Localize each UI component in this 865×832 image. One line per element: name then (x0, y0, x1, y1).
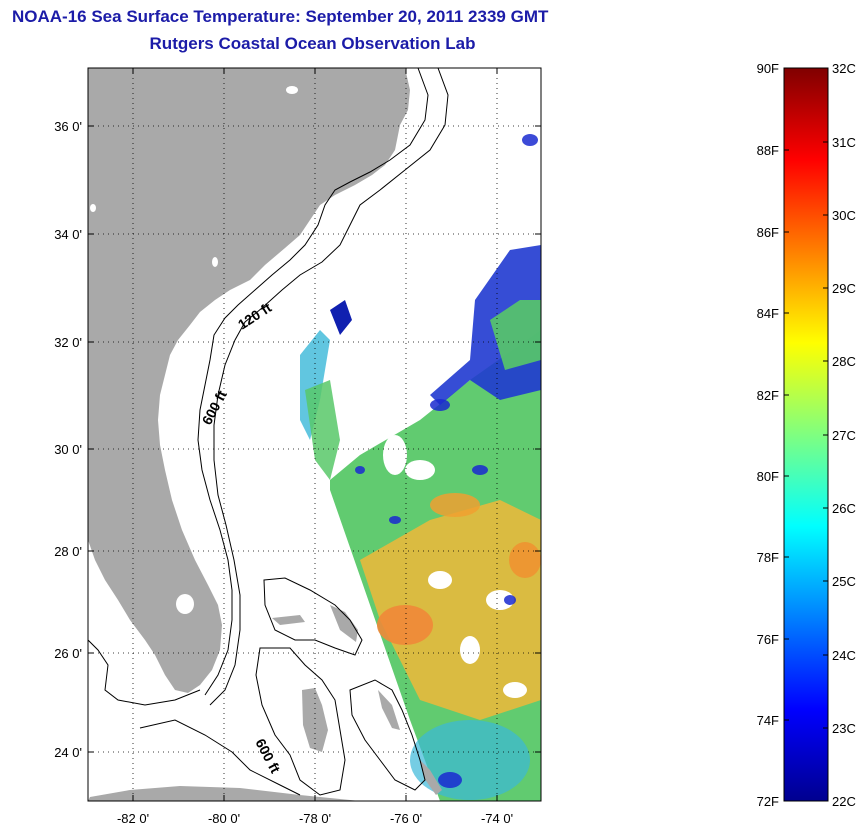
map-title: NOAA-16 Sea Surface Temperature: Septemb… (12, 7, 549, 26)
colorbar-f-label: 86F (757, 225, 779, 240)
colorbar-c-label: 23C (832, 721, 856, 736)
colorbar-c-label: 26C (832, 501, 856, 516)
colorbar-c-label: 28C (832, 354, 856, 369)
lat-label: 26 0' (54, 646, 82, 661)
colorbar-c-label: 31C (832, 135, 856, 150)
colorbar-f-label: 88F (757, 143, 779, 158)
lon-label: -78 0' (299, 811, 331, 826)
lat-label: 24 0' (54, 745, 82, 760)
colorbar-f-label: 78F (757, 550, 779, 565)
colorbar: 90F 88F 86F 84F 82F 80F 78F 76F 74F 72F … (757, 61, 856, 809)
bahamas-grand (272, 615, 305, 625)
colorbar-c-label: 27C (832, 428, 856, 443)
colorbar-ticks (784, 141, 828, 729)
colorbar-f-label: 74F (757, 713, 779, 728)
lon-label: -80 0' (208, 811, 240, 826)
longitude-labels: -82 0' -80 0' -78 0' -76 0' -74 0' (117, 811, 513, 826)
bathymetry-contours (88, 68, 449, 796)
lon-label: -82 0' (117, 811, 149, 826)
sst-swath (300, 134, 541, 801)
colorbar-gradient (783, 67, 829, 802)
colorbar-f-label: 90F (757, 61, 779, 76)
bahamas-long (420, 760, 442, 795)
graticule (88, 68, 541, 801)
lat-label: 30 0' (54, 442, 82, 457)
lat-label: 28 0' (54, 544, 82, 559)
colorbar-c-label: 24C (832, 648, 856, 663)
colorbar-f-label: 82F (757, 388, 779, 403)
latitude-labels: 36 0' 34 0' 32 0' 30 0' 28 0' 26 0' 24 0… (54, 119, 82, 760)
inland-water (90, 86, 298, 614)
map-panel: 120 ft 600 ft 600 ft (88, 68, 541, 801)
bahamas-abaco (330, 605, 358, 642)
map-subtitle: Rutgers Coastal Ocean Observation Lab (149, 34, 476, 53)
bahamas-andros (302, 688, 328, 752)
colorbar-c-label: 32C (832, 61, 856, 76)
lon-label: -74 0' (481, 811, 513, 826)
lat-label: 32 0' (54, 335, 82, 350)
colorbar-f-label: 76F (757, 632, 779, 647)
colorbar-c-label: 30C (832, 208, 856, 223)
lat-label: 34 0' (54, 227, 82, 242)
colorbar-f-label: 84F (757, 306, 779, 321)
colorbar-c-label: 29C (832, 281, 856, 296)
lon-label: -76 0' (390, 811, 422, 826)
us-mainland (88, 68, 410, 693)
lat-label: 36 0' (54, 119, 82, 134)
axis-ticks (88, 68, 541, 801)
colorbar-f-label: 72F (757, 794, 779, 809)
colorbar-c-label: 22C (832, 794, 856, 809)
colorbar-f-label: 80F (757, 469, 779, 484)
bahamas-eleuthera (378, 690, 400, 730)
colorbar-c-label: 25C (832, 574, 856, 589)
